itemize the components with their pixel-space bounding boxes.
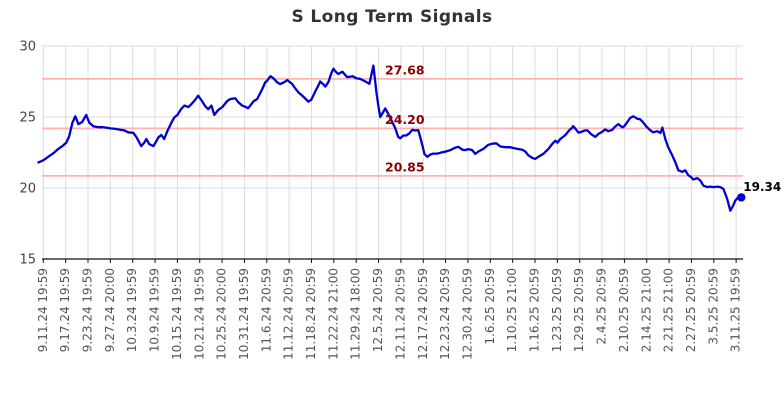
x-tick-label: 9.27.24 20:00 [103,268,117,352]
x-tick-label: 12.23.24 20:59 [438,268,452,360]
x-tick-label: 1.10.25 21:00 [505,268,519,352]
x-tick-label: 10.9.24 19:59 [148,268,162,352]
x-tick-label: 2.14.25 21:00 [639,268,653,352]
y-tick-label: 20 [19,182,36,197]
x-tick-label: 10.21.24 19:59 [192,268,206,360]
y-tick-label: 25 [19,111,36,126]
price-line [37,64,743,212]
x-tick-label: 1.29.25 20:59 [572,268,586,352]
x-tick-label: 12.30.24 20:59 [461,268,475,360]
x-tick-label: 2.10.25 20:59 [617,268,631,352]
x-tick-label: 11.12.24 20:59 [282,268,296,360]
chart-title: S Long Term Signals [291,7,493,27]
level-label: 20.85 [385,159,425,174]
x-tick-label: 9.23.24 19:59 [81,268,95,352]
x-tick-label: 10.15.24 19:59 [170,268,184,360]
x-tick-label: 3.11.25 19:59 [729,268,743,352]
x-tick-label: 2.27.25 20:59 [684,268,698,352]
x-tick-label: 3.5.25 20:59 [706,268,720,345]
level-label: 24.20 [385,112,425,127]
x-tick-label: 9.17.24 19:59 [58,268,72,352]
last-point-marker [737,193,746,202]
level-label: 27.68 [385,62,425,77]
x-tick-label: 1.16.25 20:59 [528,268,542,352]
x-tick-label: 9.11.24 19:59 [36,268,50,352]
x-tick-label: 11.22.24 21:00 [326,268,340,360]
y-tick-label: 15 [19,253,36,268]
x-tick-label: 11.29.24 18:00 [349,268,363,360]
x-tick-label: 1.6.25 20:59 [483,268,497,345]
y-tick-label: 30 [19,40,36,55]
x-tick-label: 10.31.24 19:59 [237,268,251,360]
x-tick-label: 2.21.25 21:00 [662,268,676,352]
x-tick-label: 12.5.24 20:59 [371,268,385,352]
x-tick-label: 10.25.24 20:00 [215,268,229,360]
x-tick-label: 12.17.24 20:59 [416,268,430,360]
last-point-label: 19.34 [743,180,781,194]
x-tick-label: 11.18.24 20:59 [304,268,318,360]
x-tick-label: 2.4.25 20:59 [595,268,609,345]
x-tick-label: 11.6.24 20:59 [259,268,273,352]
x-tick-label: 12.11.24 20:59 [393,268,407,360]
x-tick-label: 1.23.25 20:59 [550,268,564,352]
x-tick-label: 10.3.24 19:59 [125,268,139,352]
